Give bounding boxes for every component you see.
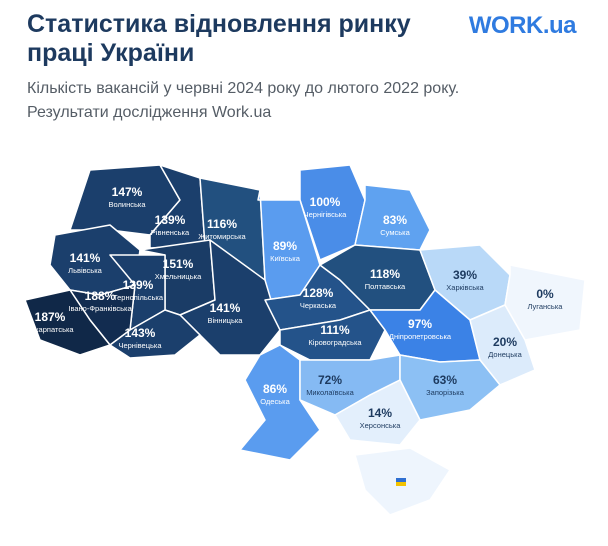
subtitle: Результати дослідження Work.ua bbox=[27, 104, 272, 121]
region-name: Донецька bbox=[488, 350, 522, 359]
subtitle: Кількість вакансій у червні 2024 року до… bbox=[27, 80, 460, 97]
region bbox=[179, 239, 281, 356]
region-name: Кіровоградська bbox=[308, 338, 362, 347]
region-value: 143% bbox=[125, 326, 156, 340]
region-value: 128% bbox=[303, 286, 334, 300]
labels: 147%Волинська139%Рівненська116%Житомирсь… bbox=[26, 185, 563, 430]
region-value: 39% bbox=[453, 268, 477, 282]
region-value: 187% bbox=[35, 310, 66, 324]
region-name: Черкаська bbox=[300, 301, 337, 310]
region-value: 63% bbox=[433, 373, 457, 387]
region-name: Дніпропетровська bbox=[389, 332, 452, 341]
region-name: Сумська bbox=[380, 228, 410, 237]
region-name: Полтавська bbox=[365, 282, 406, 291]
region-name: Тернопільська bbox=[113, 293, 164, 302]
region-value: 86% bbox=[263, 382, 287, 396]
region-name: Хмельницька bbox=[155, 272, 202, 281]
region-value: 20% bbox=[493, 335, 517, 349]
region-value: 89% bbox=[273, 239, 297, 253]
region-name: Луганська bbox=[528, 302, 564, 311]
region-name: Львівська bbox=[68, 266, 102, 275]
logo[interactable]: WORK.ua bbox=[468, 12, 577, 39]
region bbox=[109, 309, 201, 359]
region-value: 147% bbox=[112, 185, 143, 199]
region-name: Харківська bbox=[446, 283, 484, 292]
region-value: 97% bbox=[408, 317, 432, 331]
region-value: 141% bbox=[70, 251, 101, 265]
title: Статистика відновлення ринку праці Украї… bbox=[27, 10, 411, 67]
region-value: 141% bbox=[210, 301, 241, 315]
region-value: 111% bbox=[320, 323, 350, 337]
region-value: 72% bbox=[318, 373, 342, 387]
region-name: Волинська bbox=[109, 200, 147, 209]
region-value: 151% bbox=[163, 257, 194, 271]
region-name: Чернівецька bbox=[118, 341, 162, 350]
region-name: Чернігівська bbox=[304, 210, 348, 219]
region-name: Івано-Франківська bbox=[68, 304, 132, 313]
region-name: Запорізька bbox=[426, 388, 465, 397]
region-name: Київська bbox=[270, 254, 301, 263]
region-value: 14% bbox=[368, 406, 392, 420]
region-name: Вінницька bbox=[208, 316, 244, 325]
region-value: 100% bbox=[310, 195, 341, 209]
region-name: Херсонська bbox=[360, 421, 402, 430]
region-name: Миколаївська bbox=[306, 388, 354, 397]
flag bbox=[396, 482, 406, 486]
region-value: 139% bbox=[155, 213, 186, 227]
region-value: 83% bbox=[383, 213, 407, 227]
region-value: 116% bbox=[207, 217, 237, 231]
region-name: Рівненська bbox=[151, 228, 190, 237]
region-value: 0% bbox=[536, 287, 554, 301]
region bbox=[334, 379, 421, 446]
flag bbox=[396, 478, 406, 482]
region-name: Одеська bbox=[260, 397, 290, 406]
region-name: Житомирська bbox=[198, 232, 246, 241]
region bbox=[279, 309, 386, 361]
region-value: 188% bbox=[85, 289, 116, 303]
region-name: Закарпатська bbox=[26, 325, 74, 334]
region-value: 118% bbox=[370, 267, 400, 281]
region-value: 139% bbox=[123, 278, 154, 292]
